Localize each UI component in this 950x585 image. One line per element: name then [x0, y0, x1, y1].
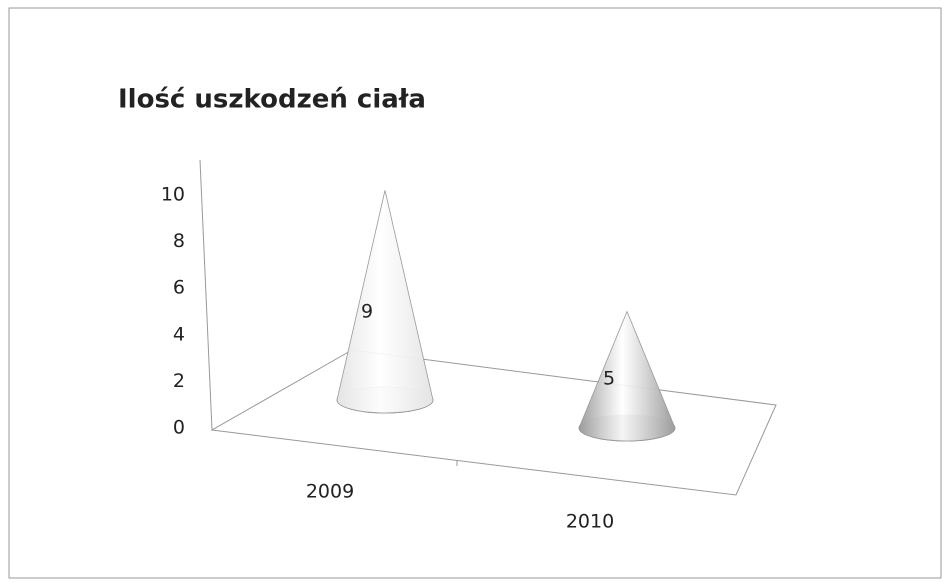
cone	[336, 190, 434, 414]
chart-frame	[8, 7, 942, 579]
chart-title: Ilość uszkodzeń ciała	[118, 85, 426, 115]
data-label: 9	[361, 300, 373, 322]
y-tick-label: 8	[173, 230, 185, 252]
y-tick-label: 6	[173, 277, 185, 299]
cone	[578, 310, 676, 442]
y-axis	[199, 159, 213, 431]
y-tick-label: 2	[173, 370, 185, 392]
y-tick-label: 0	[173, 417, 185, 439]
data-label: 5	[603, 368, 615, 390]
y-tick-label: 4	[173, 323, 185, 345]
x-tick-label: 2010	[566, 511, 614, 533]
floor	[210, 349, 777, 496]
y-tick-label: 10	[161, 184, 185, 206]
x-tick-label: 2009	[306, 481, 354, 503]
